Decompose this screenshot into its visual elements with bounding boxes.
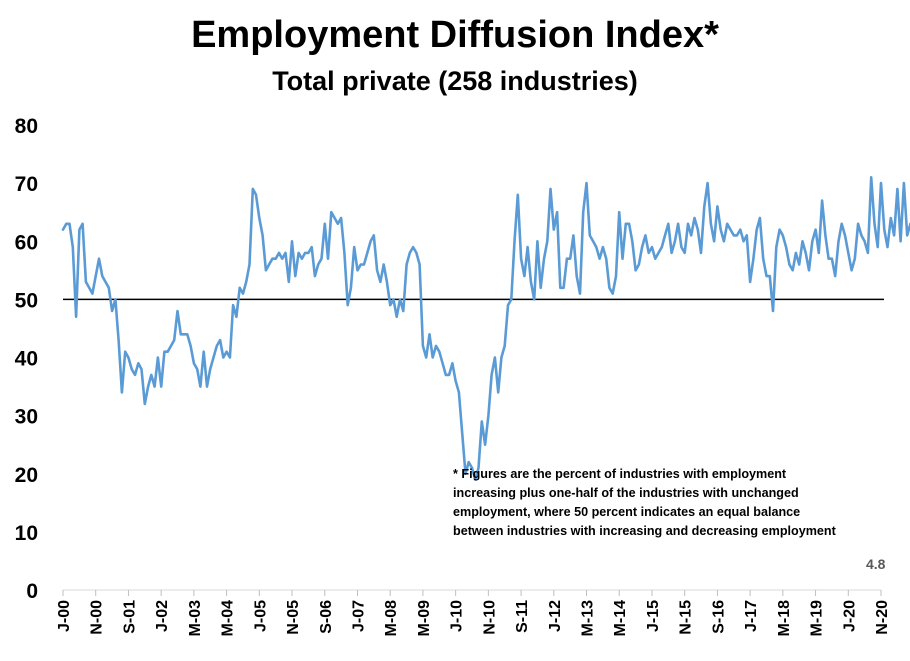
x-tick-label: J-00 bbox=[56, 600, 73, 632]
x-axis-ticks: J-00 N-00 S-01 J-02 M-03 M-04 J-05 N-05 S-06 J-07… bbox=[56, 600, 891, 637]
x-tick-label: S-11 bbox=[514, 600, 531, 633]
footnote-line: * Figures are the percent of industries … bbox=[453, 467, 787, 481]
x-tick-label: S-06 bbox=[318, 600, 335, 634]
x-tick-label: J-15 bbox=[645, 600, 662, 632]
x-tick-label: N-20 bbox=[874, 600, 891, 635]
chart-title: Employment Diffusion Index* bbox=[191, 14, 719, 56]
x-tick-label: M-18 bbox=[776, 600, 793, 637]
x-tick-label: N-05 bbox=[285, 600, 302, 635]
y-tick-label: 50 bbox=[15, 289, 38, 312]
x-tick-label: J-20 bbox=[841, 600, 858, 632]
x-tick-label: J-07 bbox=[350, 600, 367, 632]
y-tick-label: 20 bbox=[15, 464, 38, 487]
footnote-line: between industries with increasing and d… bbox=[453, 524, 836, 538]
x-tick-label: M-04 bbox=[220, 600, 237, 637]
series-group bbox=[61, 176, 910, 481]
x-tick-label: J-17 bbox=[743, 600, 760, 632]
x-tick-label: J-05 bbox=[252, 600, 269, 632]
x-tick-label: J-10 bbox=[449, 600, 466, 632]
x-axis bbox=[62, 589, 882, 596]
y-tick-label: 80 bbox=[15, 115, 38, 138]
y-tick-label: 40 bbox=[15, 348, 38, 371]
series-line bbox=[61, 176, 910, 481]
footnote-line: employment, where 50 percent indicates a… bbox=[453, 505, 801, 519]
x-tick-label: M-19 bbox=[809, 600, 826, 637]
x-tick-label: M-13 bbox=[580, 600, 597, 637]
y-tick-label: 70 bbox=[15, 173, 38, 196]
x-tick-label: M-03 bbox=[187, 600, 204, 637]
footnote: * Figures are the percent of industries … bbox=[453, 465, 853, 541]
footnote-line: increasing plus one-half of the industri… bbox=[453, 486, 799, 500]
x-tick-label: M-08 bbox=[383, 600, 400, 637]
chart-subtitle: Total private (258 industries) bbox=[272, 66, 638, 96]
last-value-label: 4.8 bbox=[866, 556, 886, 572]
x-tick-label: N-15 bbox=[678, 600, 695, 635]
x-tick-label: N-00 bbox=[89, 600, 106, 635]
x-tick-label: J-02 bbox=[154, 600, 171, 632]
y-tick-label: 0 bbox=[26, 580, 38, 603]
y-axis-ticks: 0 10 20 30 40 50 60 70 80 bbox=[15, 115, 38, 603]
y-tick-label: 10 bbox=[15, 522, 38, 545]
x-tick-label: M-14 bbox=[612, 600, 629, 637]
y-tick-label: 60 bbox=[15, 231, 38, 254]
x-tick-label: J-12 bbox=[547, 600, 564, 632]
x-tick-label: M-09 bbox=[416, 600, 433, 637]
x-tick-label: S-01 bbox=[121, 600, 138, 634]
x-tick-label: S-16 bbox=[710, 600, 727, 634]
y-tick-label: 30 bbox=[15, 406, 38, 429]
x-tick-label: N-10 bbox=[481, 600, 498, 635]
